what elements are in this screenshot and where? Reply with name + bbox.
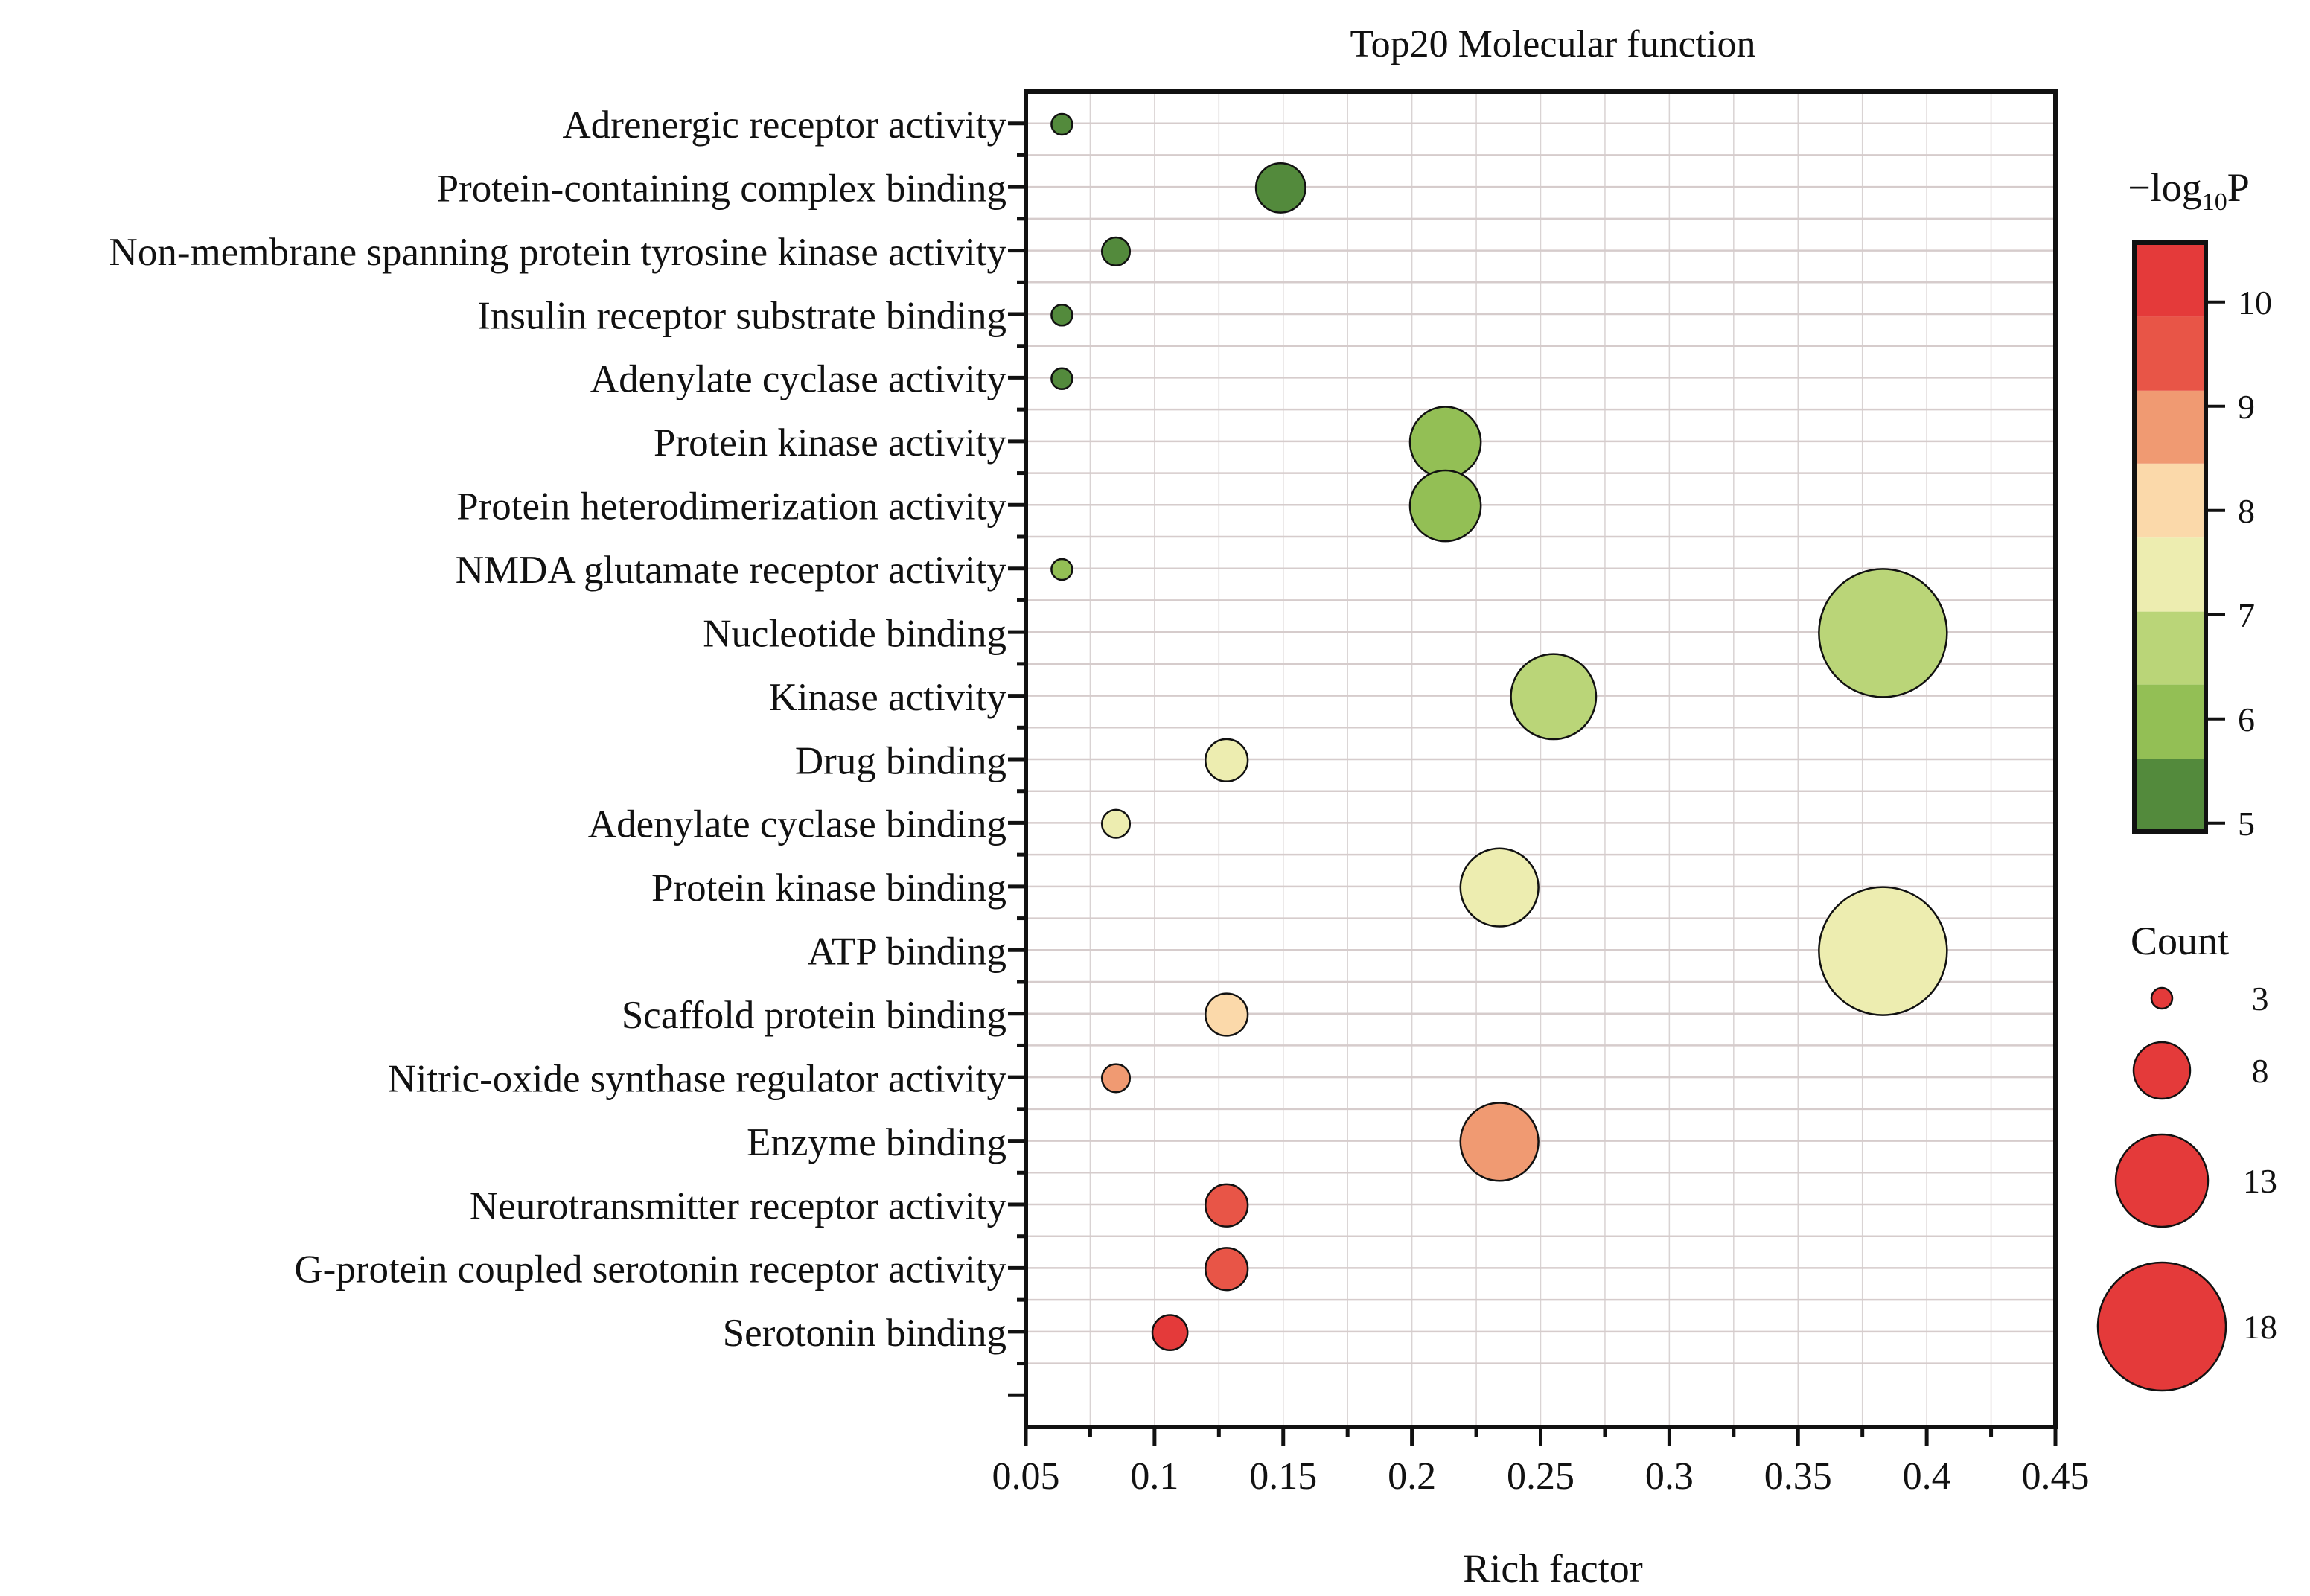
axis-ticks bbox=[1008, 121, 2058, 1446]
colorbar-band bbox=[2134, 243, 2206, 317]
bubble-point bbox=[1459, 847, 1540, 928]
bubble-point bbox=[1100, 808, 1132, 839]
y-category-label: G-protein coupled serotonin receptor act… bbox=[294, 1248, 1006, 1292]
y-category-label: Protein heterodimerization activity bbox=[456, 485, 1006, 529]
size-legend-label: 13 bbox=[2243, 1162, 2277, 1200]
color-legend-title-subscript: 10 bbox=[2202, 188, 2227, 216]
size-legend-circle bbox=[2114, 1133, 2210, 1228]
bubble-point bbox=[1205, 992, 1249, 1037]
y-category-label: Protein kinase binding bbox=[651, 866, 1006, 910]
color-legend-title: −log10P bbox=[2128, 165, 2250, 216]
colorbar-band bbox=[2134, 611, 2206, 685]
bubble-point bbox=[1408, 469, 1482, 543]
bubble-point bbox=[1100, 236, 1132, 266]
colorbar-ticks: 5 6 7 8 9 10 bbox=[2206, 284, 2272, 843]
x-tick-label: 0.45 bbox=[2022, 1455, 2090, 1498]
y-category-label: Kinase activity bbox=[769, 676, 1007, 719]
x-tick-label: 0.15 bbox=[1249, 1455, 1317, 1498]
bubble-point bbox=[1459, 1102, 1540, 1182]
y-category-label: Protein kinase activity bbox=[654, 421, 1006, 465]
bubble-point bbox=[1205, 1247, 1249, 1292]
y-category-label: Insulin receptor substrate binding bbox=[477, 294, 1006, 337]
x-tick-label: 0.05 bbox=[992, 1455, 1060, 1498]
bubbles bbox=[1050, 112, 1948, 1351]
x-tick-label: 0.35 bbox=[1764, 1455, 1832, 1498]
colorbar-band bbox=[2134, 463, 2206, 538]
x-tick-label: 0.4 bbox=[1903, 1455, 1951, 1498]
y-category-label: Protein-containing complex binding bbox=[437, 167, 1006, 210]
bubble-point bbox=[1050, 558, 1073, 581]
size-legend-title: Count bbox=[2131, 919, 2229, 963]
y-category-label: Serotonin binding bbox=[723, 1312, 1006, 1355]
size-legend-circle bbox=[2132, 1041, 2192, 1100]
size-legend-circle bbox=[2096, 1261, 2227, 1392]
y-category-label: Adrenergic receptor activity bbox=[563, 103, 1007, 147]
bubble-point bbox=[1151, 1314, 1189, 1351]
bubble-point bbox=[1050, 304, 1073, 327]
colorbar-tick-label: 9 bbox=[2238, 388, 2255, 426]
colorbar-band bbox=[2134, 537, 2206, 612]
y-category-label: Non-membrane spanning protein tyrosine k… bbox=[109, 231, 1007, 274]
y-axis-labels: Adrenergic receptor activity Protein-cont… bbox=[109, 103, 1007, 1355]
colorbar-tick-label: 10 bbox=[2238, 284, 2272, 322]
colorbar-tick-label: 7 bbox=[2238, 596, 2255, 634]
y-category-label: NMDA glutamate receptor activity bbox=[456, 549, 1007, 592]
x-tick-label: 0.3 bbox=[1645, 1455, 1694, 1498]
bubble-point bbox=[1254, 162, 1306, 214]
size-legend: Count 3 8 13 18 bbox=[2096, 919, 2277, 1392]
size-legend-label: 3 bbox=[2252, 980, 2269, 1018]
colorbar-tick-label: 8 bbox=[2238, 492, 2255, 530]
y-category-label: Nitric-oxide synthase regulator activity bbox=[387, 1057, 1006, 1100]
size-legend-items: 3 8 13 18 bbox=[2096, 980, 2277, 1392]
bubble-point bbox=[1205, 738, 1249, 782]
color-legend-title-prefix: −log bbox=[2128, 165, 2201, 210]
bubble-point bbox=[1408, 406, 1482, 479]
grid bbox=[1026, 92, 2055, 1427]
y-category-label: Enzyme binding bbox=[747, 1121, 1006, 1164]
colorbar-band bbox=[2134, 316, 2206, 391]
y-category-label: Adenylate cyclase binding bbox=[588, 803, 1006, 846]
y-category-label: ATP binding bbox=[808, 931, 1006, 974]
color-legend-title-suffix: P bbox=[2227, 165, 2250, 210]
y-category-label: Nucleotide binding bbox=[703, 612, 1006, 655]
size-legend-label: 8 bbox=[2252, 1052, 2269, 1090]
size-legend-label: 18 bbox=[2243, 1308, 2277, 1346]
bubble-point bbox=[1100, 1063, 1132, 1094]
size-legend-circle bbox=[2150, 986, 2174, 1010]
y-category-label: Adenylate cyclase activity bbox=[590, 358, 1007, 401]
x-axis-title: Rich factor bbox=[1463, 1546, 1642, 1591]
colorbar bbox=[2134, 243, 2206, 831]
y-category-label: Scaffold protein binding bbox=[622, 994, 1006, 1037]
colorbar-border bbox=[2132, 240, 2208, 834]
colorbar-band bbox=[2134, 390, 2206, 464]
colorbar-tick-label: 6 bbox=[2238, 700, 2255, 738]
x-axis-labels: 0.05 0.1 0.15 0.2 0.25 0.3 0.35 0.4 0.45 bbox=[992, 1455, 2090, 1498]
x-tick-label: 0.1 bbox=[1130, 1455, 1178, 1498]
x-tick-label: 0.25 bbox=[1507, 1455, 1574, 1498]
bubble-point bbox=[1818, 886, 1948, 1016]
bubble-point bbox=[1818, 568, 1948, 698]
bubble-point bbox=[1050, 112, 1073, 136]
y-category-label: Neurotransmitter receptor activity bbox=[470, 1184, 1007, 1228]
bubble-point bbox=[1510, 653, 1598, 741]
bubble-point bbox=[1205, 1183, 1249, 1228]
x-tick-label: 0.2 bbox=[1388, 1455, 1436, 1498]
bubble-point bbox=[1050, 367, 1073, 390]
y-category-label: Drug binding bbox=[795, 739, 1006, 782]
chart-title: Top20 Molecular function bbox=[1350, 23, 1755, 66]
colorbar-tick-label: 5 bbox=[2238, 805, 2255, 843]
colorbar-band bbox=[2134, 759, 2206, 831]
colorbar-band bbox=[2134, 684, 2206, 759]
